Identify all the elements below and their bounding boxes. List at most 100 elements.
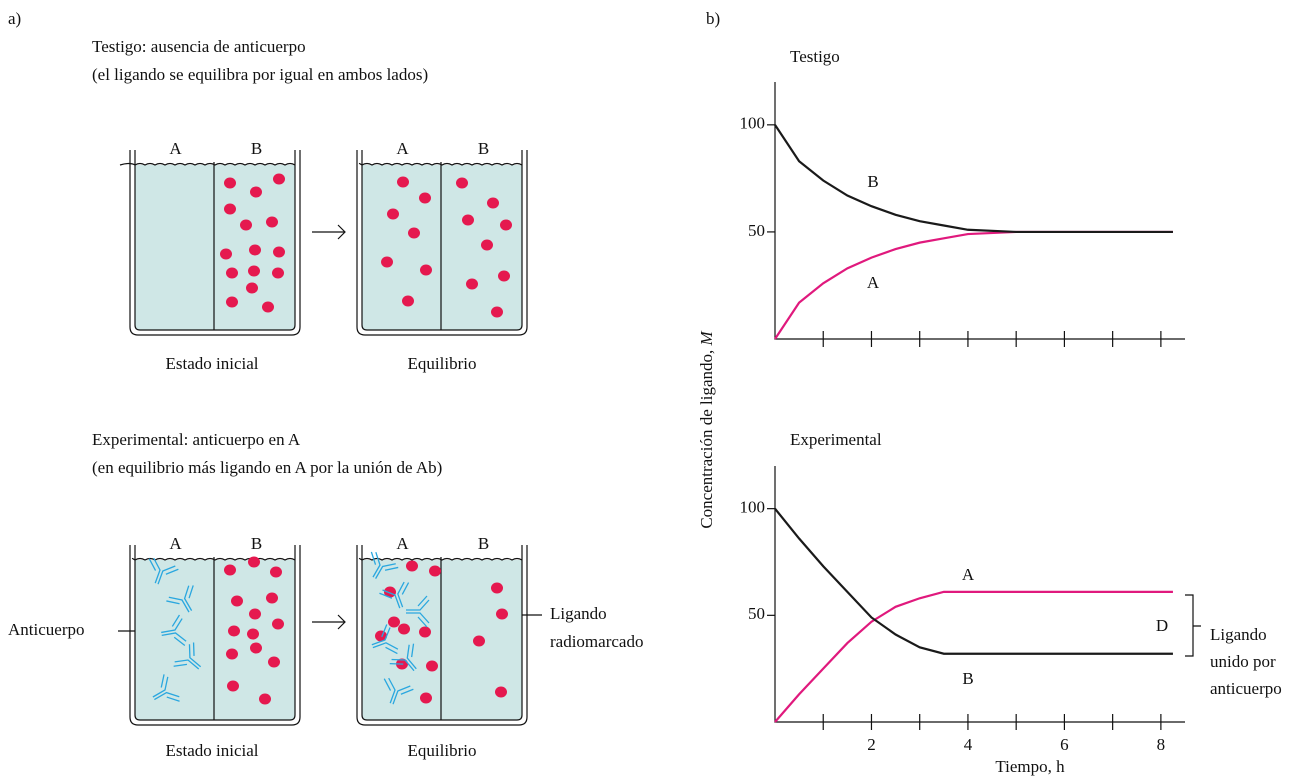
ligand xyxy=(466,278,478,290)
antibody xyxy=(370,551,399,579)
ligand xyxy=(381,256,393,268)
curve-label: A xyxy=(962,565,975,584)
ligand xyxy=(226,267,238,279)
bracket-label: Ligando xyxy=(1210,625,1267,644)
ligand xyxy=(388,616,400,628)
ligand xyxy=(248,265,260,277)
section-subtitle: (en equilibrio más ligando en A por la u… xyxy=(92,458,442,477)
ligand xyxy=(496,608,508,620)
x-tick-label: 4 xyxy=(964,735,973,754)
side-label: A xyxy=(169,139,182,158)
beaker-wall xyxy=(361,150,523,331)
ligand xyxy=(231,595,243,607)
caption: Estado inicial xyxy=(165,741,258,760)
curve xyxy=(774,507,1173,655)
antibody xyxy=(152,674,180,702)
beaker-wall xyxy=(356,545,528,726)
ligand xyxy=(462,214,474,226)
ligand-label: Ligando xyxy=(550,604,607,623)
ligand xyxy=(226,296,238,308)
curve-label: A xyxy=(867,273,880,292)
arrow xyxy=(312,224,346,240)
ligand xyxy=(266,216,278,228)
curve-label: B xyxy=(962,669,973,688)
side-label: B xyxy=(251,139,262,158)
ligand xyxy=(224,203,236,215)
charts: Testigo 50 100 A B Concentración de ligando, … xyxy=(697,47,1282,776)
ligand xyxy=(250,186,262,198)
beakers: A B A B A B A B xyxy=(119,139,528,726)
ligand xyxy=(227,680,239,692)
beaker-wall xyxy=(134,545,296,721)
y-tick-label: 100 xyxy=(740,498,766,517)
curve xyxy=(774,590,1173,723)
ligand xyxy=(249,608,261,620)
y-axis-label-unit: M xyxy=(697,331,716,347)
y-axis-label-text: Concentración de ligando, xyxy=(697,350,716,529)
bracket-label: unido por xyxy=(1210,652,1276,671)
section-subtitle: (el ligando se equilibra por igual en am… xyxy=(92,65,428,84)
antibody xyxy=(383,677,414,705)
water-surface xyxy=(131,557,296,561)
ligand xyxy=(270,566,282,578)
ligand xyxy=(491,582,503,594)
chart-title: Testigo xyxy=(790,47,840,66)
ligand xyxy=(250,642,262,654)
bracket xyxy=(1185,594,1201,657)
antibody xyxy=(389,643,417,672)
bracket-label: anticuerpo xyxy=(1210,679,1282,698)
side-label: B xyxy=(478,139,489,158)
water xyxy=(362,560,522,720)
panel-label: a) xyxy=(8,9,21,28)
section-title: Testigo: ausencia de anticuerpo xyxy=(92,37,306,56)
side-label: A xyxy=(396,139,409,158)
ligand xyxy=(228,625,240,637)
x-tick-label: 8 xyxy=(1157,735,1166,754)
ligand xyxy=(487,197,499,209)
ligand xyxy=(220,248,232,260)
antibody xyxy=(161,614,187,647)
caption: Equilibrio xyxy=(408,741,477,760)
water xyxy=(362,165,522,330)
ligand xyxy=(268,656,280,668)
ligand xyxy=(246,282,258,294)
side-label: B xyxy=(478,534,489,553)
ligand xyxy=(491,306,503,318)
caption: Estado inicial xyxy=(165,354,258,373)
antibody xyxy=(166,585,194,613)
x-axis-label: Tiempo, h xyxy=(995,757,1065,776)
ligand xyxy=(481,239,493,251)
ligand xyxy=(273,173,285,185)
ligand xyxy=(429,565,441,577)
ligand xyxy=(498,270,510,282)
water-surface xyxy=(119,162,296,166)
water xyxy=(135,560,295,720)
water-surface xyxy=(358,162,523,166)
side-label: B xyxy=(251,534,262,553)
ligand-label: radiomarcado xyxy=(550,632,643,651)
ligand xyxy=(248,556,260,568)
water-surface xyxy=(358,557,523,561)
x-tick-label: 2 xyxy=(867,735,876,754)
curve xyxy=(774,230,1173,340)
ligand xyxy=(473,635,485,647)
side-label: A xyxy=(169,534,182,553)
ligand xyxy=(375,630,387,642)
arrow xyxy=(312,614,346,630)
beaker-wall xyxy=(129,150,301,336)
axis xyxy=(774,466,1185,723)
ligand xyxy=(408,227,420,239)
ligand xyxy=(249,244,261,256)
ligand xyxy=(495,686,507,698)
antibody xyxy=(379,581,410,609)
chart-title: Experimental xyxy=(790,430,882,449)
panel-label: b) xyxy=(706,9,720,28)
ligand xyxy=(500,219,512,231)
ligand xyxy=(420,692,432,704)
antibody xyxy=(148,557,179,585)
ligand xyxy=(262,301,274,313)
antibody-label: Anticuerpo xyxy=(8,620,84,639)
ligand xyxy=(419,192,431,204)
ligand xyxy=(406,560,418,572)
